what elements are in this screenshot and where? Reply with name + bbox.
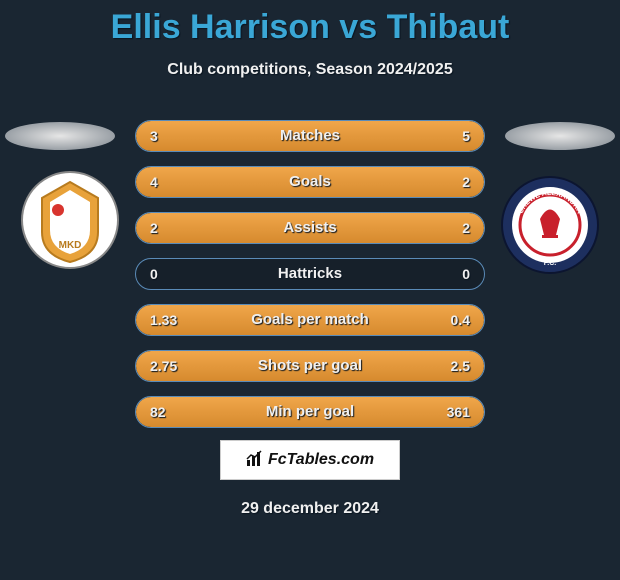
stat-value-right: 2.5 — [451, 351, 470, 381]
page-subtitle: Club competitions, Season 2024/2025 — [0, 61, 620, 79]
mk-dons-badge-icon: MKD — [20, 170, 120, 270]
date-label: 29 december 2024 — [0, 500, 620, 518]
stat-row: Shots per goal2.75 2.5 — [135, 350, 485, 382]
svg-text:MKD: MKD — [59, 240, 82, 251]
stat-label: Assists — [136, 213, 484, 243]
page-title: Ellis Harrison vs Thibaut — [0, 0, 620, 47]
crewe-alexandra-badge-icon: CREWE ALEXANDRA F.C. — [500, 175, 600, 275]
brand-badge: FcTables.com — [220, 440, 400, 480]
stat-row: Hattricks0 0 — [135, 258, 485, 290]
stat-value-left: 2.75 — [150, 351, 177, 381]
stat-value-right: 361 — [447, 397, 470, 427]
stat-row: Assists2 2 — [135, 212, 485, 244]
stat-value-left: 1.33 — [150, 305, 177, 335]
stat-value-right: 0.4 — [451, 305, 470, 335]
svg-text:F.C.: F.C. — [544, 260, 557, 267]
stat-value-left: 82 — [150, 397, 166, 427]
stat-row: Min per goal82 361 — [135, 396, 485, 428]
stat-value-left: 0 — [150, 259, 158, 289]
stat-label: Hattricks — [136, 259, 484, 289]
stat-value-left: 4 — [150, 167, 158, 197]
stat-value-left: 2 — [150, 213, 158, 243]
stat-label: Goals per match — [136, 305, 484, 335]
stat-label: Min per goal — [136, 397, 484, 427]
stat-value-right: 2 — [462, 213, 470, 243]
stat-label: Matches — [136, 121, 484, 151]
stat-row: Matches3 5 — [135, 120, 485, 152]
club-badge-right: CREWE ALEXANDRA F.C. — [500, 175, 600, 275]
stat-label: Shots per goal — [136, 351, 484, 381]
club-badge-left: MKD — [20, 170, 120, 270]
stat-value-left: 3 — [150, 121, 158, 151]
stat-row: Goals per match1.33 0.4 — [135, 304, 485, 336]
brand-label: FcTables.com — [268, 451, 374, 469]
chart-icon — [246, 449, 264, 472]
stat-value-right: 5 — [462, 121, 470, 151]
stat-value-right: 0 — [462, 259, 470, 289]
stats-container: Matches35Goals42Assists22Hattricks00Goal… — [135, 120, 485, 442]
stat-row: Goals4 2 — [135, 166, 485, 198]
stat-value-right: 2 — [462, 167, 470, 197]
player-left-shadow — [5, 122, 115, 150]
player-right-shadow — [505, 122, 615, 150]
stat-label: Goals — [136, 167, 484, 197]
